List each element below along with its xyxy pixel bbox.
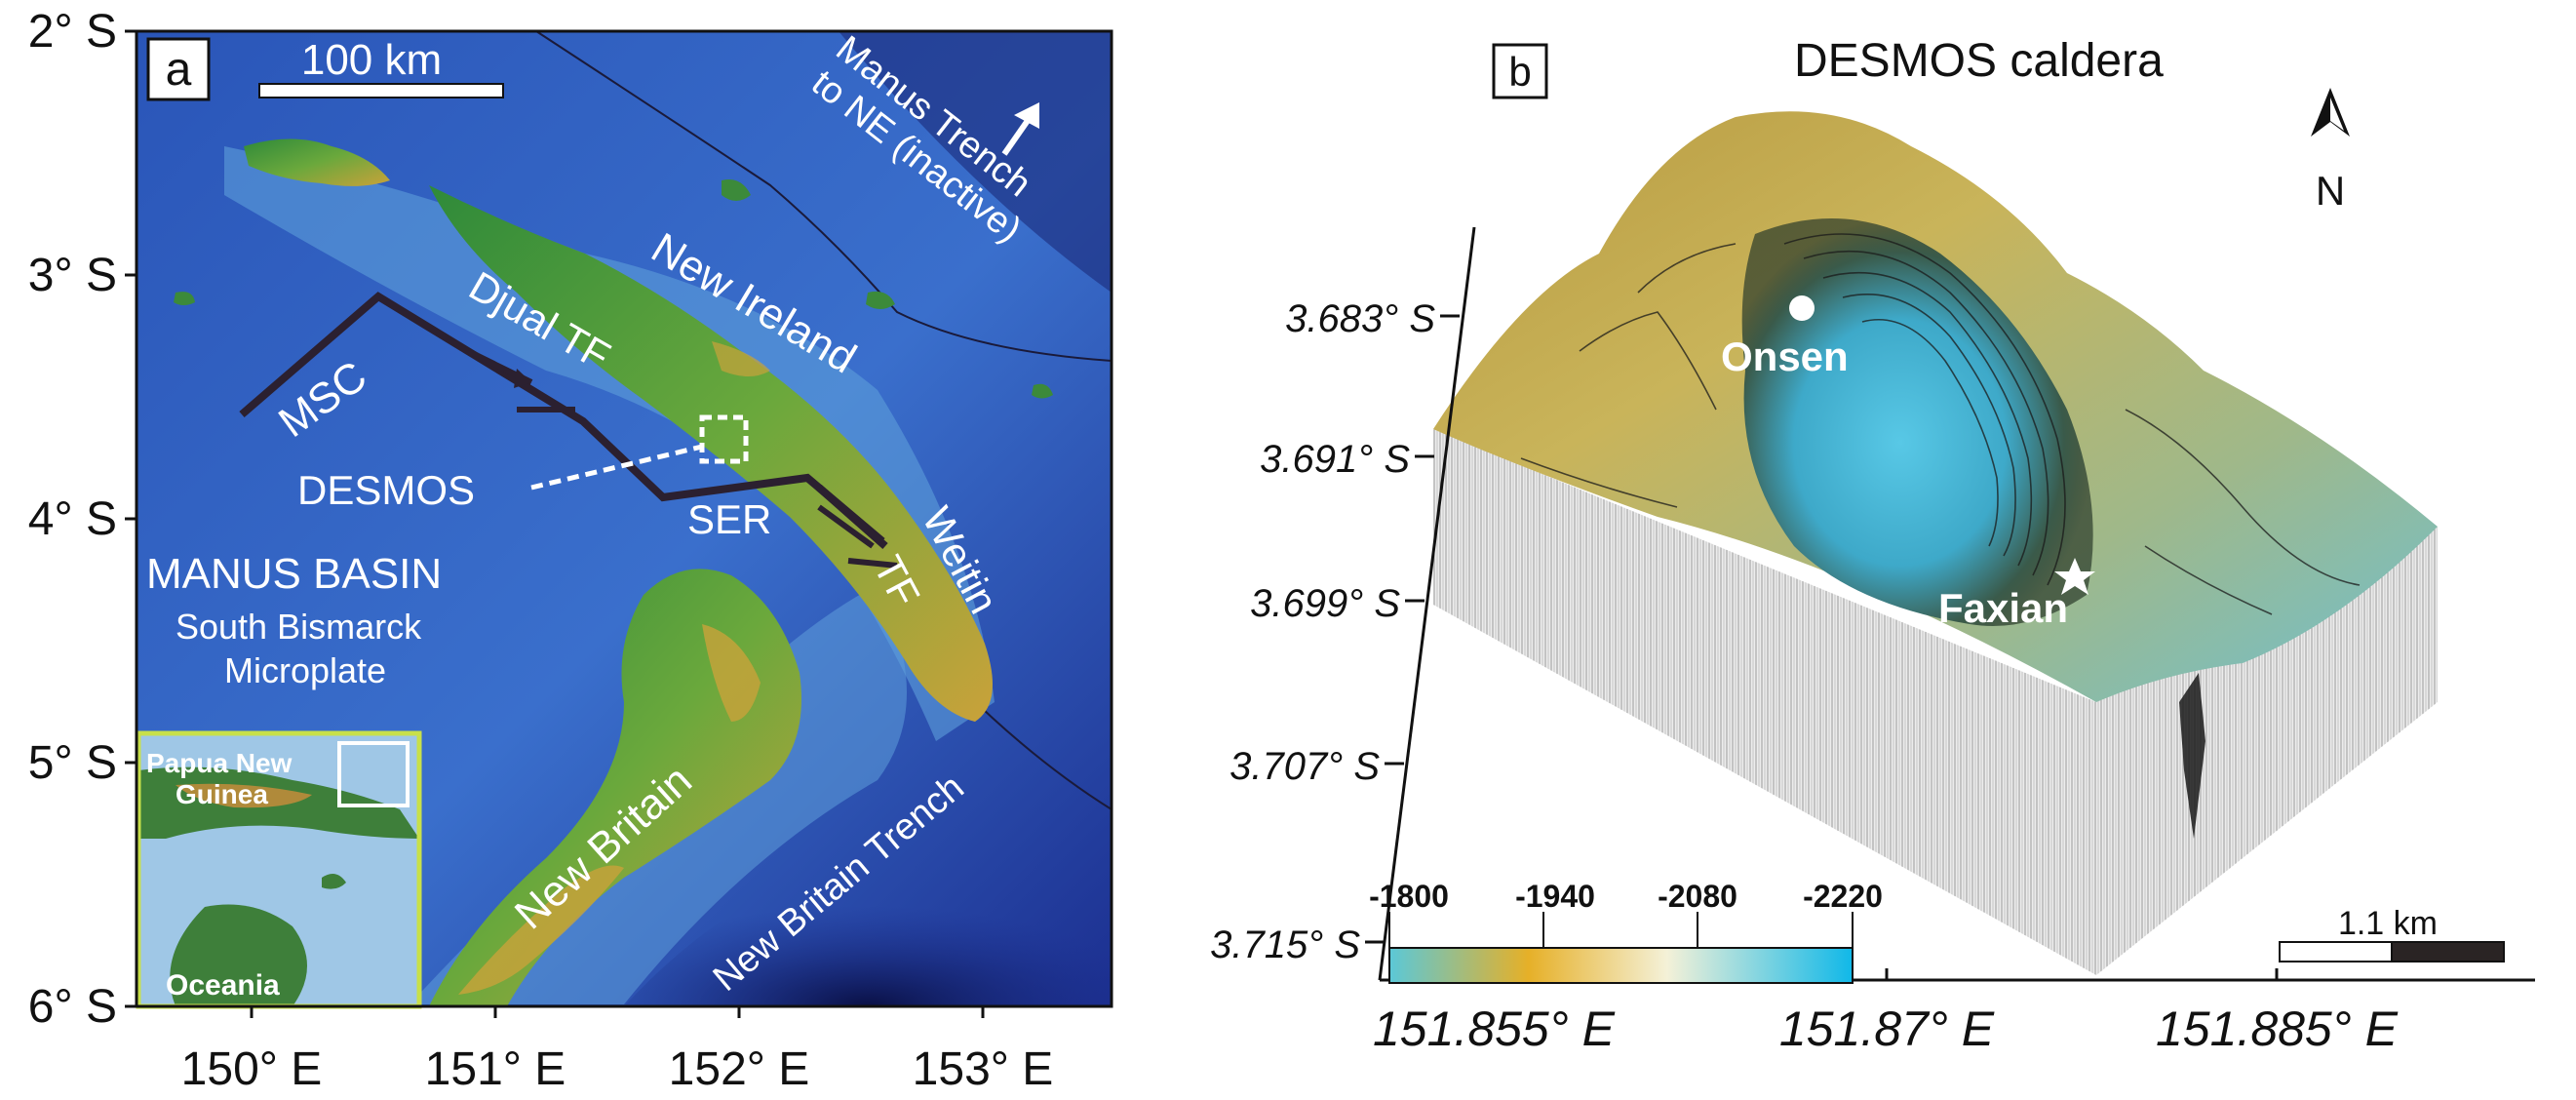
colorbar-tick-2: -2080: [1658, 879, 1737, 914]
lon-label-a-1: 151° E: [425, 1043, 566, 1095]
inset-map: Papua New Guinea Oceania: [136, 730, 422, 1009]
lon-label-a-3: 153° E: [913, 1043, 1054, 1095]
lat-label-a-1: 3° S: [28, 250, 117, 301]
svg-text:100 km: 100 km: [301, 36, 442, 84]
lat-ticks-b: [1365, 314, 1460, 944]
lat-label-a-3: 5° S: [28, 737, 117, 789]
colorbar: -1800 -1940 -2080 -2220: [1369, 879, 1883, 984]
lat-label-a-0: 2° S: [28, 6, 117, 58]
north-arrow-outline: [2330, 98, 2344, 131]
lat-label-b-3: 3.707° S: [1229, 745, 1380, 788]
tf-arrow-weitin: [817, 504, 875, 549]
label-manus-basin: MANUS BASIN: [146, 550, 442, 598]
manus-trench-deep: [839, 31, 1112, 293]
onsen-label: Onsen: [1721, 334, 1849, 379]
panel-b-label: b: [1492, 43, 1548, 99]
lon-label-b-2: 151.885° E: [2156, 1002, 2399, 1056]
island-small-2: [866, 291, 895, 309]
onsen-marker-icon: [1789, 295, 1815, 321]
lon-label-b-1: 151.87° E: [1779, 1002, 1995, 1056]
island-new-britain: [429, 569, 801, 1006]
inset-label-guinea: Guinea: [176, 779, 268, 809]
shelf-area: [224, 146, 995, 741]
lat-label-b-4: 3.715° S: [1210, 923, 1360, 966]
label-microplate: Microplate: [224, 650, 386, 690]
label-desmos: DESMOS: [297, 467, 475, 513]
desmos-leader: [530, 444, 703, 491]
north-label: N: [2316, 168, 2345, 214]
lon-ticks-a: [250, 1006, 985, 1018]
new-britain-trench-deep: [624, 839, 1112, 1006]
island-new-ireland: [429, 185, 993, 722]
desmos-box: [699, 414, 749, 464]
panel-a-label: a: [146, 37, 211, 101]
faxian-star-icon: [2054, 558, 2095, 595]
svg-text:a: a: [166, 44, 192, 96]
block-side-right: [2096, 527, 2438, 975]
land-highland-3: [712, 341, 770, 376]
lon-label-a-0: 150° E: [181, 1043, 323, 1095]
colorbar-tick-0: -1800: [1369, 879, 1449, 914]
scale-bar-b: 1.1 km: [2279, 905, 2505, 962]
crevasse: [2179, 673, 2205, 839]
block-side-left: [1433, 429, 2096, 975]
fault-msc-2: [816, 485, 888, 549]
svg-text:1.1 km: 1.1 km: [2338, 905, 2438, 942]
land-highland-2: [702, 624, 761, 722]
manus-arrow-head: [1014, 102, 1039, 129]
lat-label-b-0: 3.683° S: [1285, 297, 1435, 340]
island-small-4: [174, 292, 195, 305]
land-highland: [458, 865, 624, 995]
island-small-3: [1032, 383, 1053, 399]
island-small: [722, 179, 751, 201]
scale-bar-a: 100 km: [258, 36, 504, 98]
contour-lines: [1520, 233, 2361, 615]
lat-label-b-2: 3.699° S: [1250, 582, 1400, 625]
inset-label-png: Papua New: [146, 748, 293, 778]
label-south-bismarck: South Bismarck: [176, 607, 422, 647]
panel-b-title: DESMOS caldera: [1794, 35, 2164, 87]
lon-label-a-2: 152° E: [669, 1043, 810, 1095]
svg-text:b: b: [1508, 49, 1531, 95]
lat-label-a-4: 6° S: [28, 981, 117, 1033]
colorbar-tick-3: -2220: [1803, 879, 1883, 914]
label-ser: SER: [687, 496, 771, 542]
inset-label-oceania: Oceania: [166, 969, 280, 1002]
island-manus: [244, 138, 390, 186]
lat-label-a-2: 4° S: [28, 493, 117, 545]
colorbar-tick-1: -1940: [1515, 879, 1595, 914]
tf-arrow-djual-head: [514, 369, 531, 388]
tf-arrow-weitin-2: [847, 558, 898, 569]
lat-ticks-a: [125, 29, 137, 1008]
plate-boundary-line: [535, 30, 1112, 362]
lat-label-b-1: 3.691° S: [1260, 438, 1410, 481]
caldera-floor: [1741, 218, 2093, 626]
axis-lat-b: [1378, 226, 1476, 981]
panel-a: a 100 km Manus Trench to NE (inactive) N…: [28, 6, 1113, 1095]
faxian-label: Faxian: [1938, 585, 2068, 631]
panel-b: b DESMOS caldera N O: [1210, 35, 2535, 1056]
lon-label-b-0: 151.855° E: [1373, 1002, 1616, 1056]
